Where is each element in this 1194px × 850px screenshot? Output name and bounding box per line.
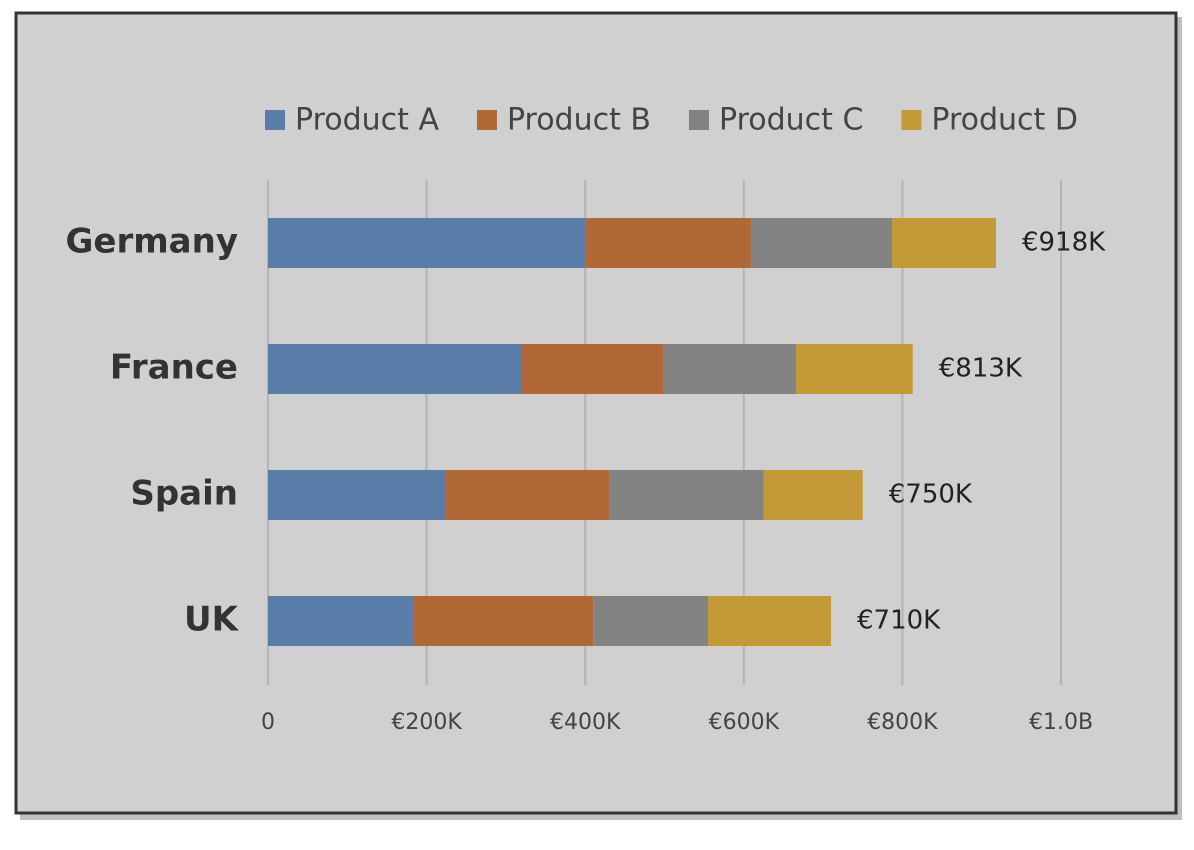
total-label: €750K — [889, 480, 973, 510]
labels: 0 €200K €400K €600K €800K €1.0B Germany €918K Fr… — [66, 103, 1107, 736]
bar-segment — [750, 218, 893, 268]
bar-segment — [708, 596, 832, 646]
bar-segment — [593, 596, 709, 646]
legend-label: Product D — [931, 103, 1078, 138]
chart-panel — [14, 11, 1178, 815]
bar-segment — [585, 218, 751, 268]
bar-segment — [763, 470, 863, 520]
bar-segment — [608, 470, 764, 520]
bar-segment — [268, 344, 521, 394]
bar-segment — [520, 344, 664, 394]
x-tick-label: €400K — [550, 710, 621, 735]
x-tick-label: €1.0B — [1029, 710, 1093, 735]
legend-label: Product A — [295, 103, 439, 138]
bar-segment — [268, 596, 414, 646]
y-tick-label: UK — [184, 600, 240, 640]
x-tick-label: 0 — [261, 710, 275, 735]
legend-label: Product B — [507, 103, 651, 138]
total-label: €710K — [857, 606, 941, 636]
bar-segment — [268, 218, 586, 268]
bar-segment — [445, 470, 609, 520]
legend-swatch — [476, 110, 497, 130]
legend-swatch — [265, 110, 285, 130]
bars — [268, 218, 996, 646]
x-tick-label: €600K — [709, 710, 780, 735]
bar-segment — [892, 218, 996, 268]
x-tick-label: €200K — [391, 710, 462, 735]
y-tick-label: France — [110, 348, 238, 388]
y-tick-label: Spain — [130, 474, 238, 514]
x-tick-label: €800K — [867, 710, 938, 735]
legend-swatch — [901, 110, 922, 130]
y-tick-label: Germany — [66, 222, 238, 262]
legend-label: Product C — [719, 103, 863, 138]
total-label: €813K — [939, 354, 1023, 384]
total-label: €918K — [1022, 228, 1106, 258]
legend-swatch — [689, 110, 709, 130]
bar-segment — [268, 470, 446, 520]
bar-segment — [413, 596, 594, 646]
bar-segment — [796, 344, 913, 394]
bar-segment — [663, 344, 797, 394]
